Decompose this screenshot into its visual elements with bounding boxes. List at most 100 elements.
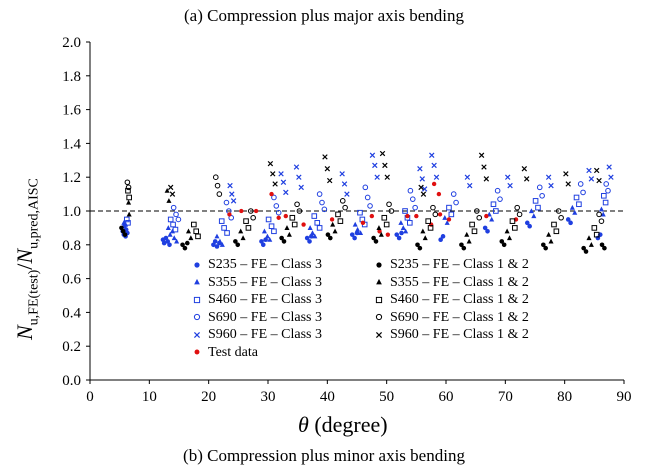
data-point	[494, 187, 501, 194]
data-point	[319, 199, 325, 206]
data-point	[175, 216, 182, 223]
data-point	[422, 235, 428, 241]
data-point	[267, 160, 274, 167]
legend-label: S690 – FE – Class 3	[208, 309, 322, 325]
data-point	[385, 232, 391, 237]
data-point	[489, 216, 495, 222]
data-point	[568, 220, 573, 226]
data-point	[548, 238, 554, 244]
data-point	[265, 216, 272, 223]
data-point	[381, 214, 388, 221]
series-8	[125, 187, 600, 240]
legend-label: S690 – FE – Class 1 & 2	[390, 309, 529, 325]
legend-entry: S960 – FE – Class 1 & 2	[372, 326, 529, 344]
y-tick-label: 0.2	[62, 339, 81, 355]
data-point	[330, 221, 336, 227]
data-point	[464, 174, 471, 180]
data-point	[170, 221, 176, 228]
data-point	[608, 174, 614, 180]
data-point	[328, 235, 333, 241]
data-point	[270, 171, 276, 177]
data-point	[417, 166, 423, 172]
y-tick-label: 0.0	[62, 373, 81, 389]
data-point	[512, 225, 518, 231]
data-point	[360, 220, 366, 226]
y-tick-label: 1.0	[62, 204, 81, 220]
data-point	[581, 245, 586, 251]
data-point	[260, 242, 266, 248]
y-tick-label: 1.4	[62, 136, 81, 152]
y-axis-title: Nu,FE(test)/Nu,pred,AISC	[12, 178, 42, 340]
data-point	[436, 191, 442, 197]
data-point	[239, 208, 244, 214]
data-point	[214, 244, 220, 249]
data-point	[307, 225, 313, 230]
legend-label: Test data	[208, 344, 258, 360]
data-point	[432, 211, 439, 218]
data-point	[364, 194, 371, 201]
data-point	[284, 225, 290, 230]
data-point	[367, 203, 373, 209]
series-5	[227, 181, 519, 237]
data-point	[438, 237, 443, 243]
data-point	[278, 171, 284, 177]
data-point	[275, 209, 282, 216]
data-point	[528, 208, 534, 214]
data-point	[332, 228, 338, 234]
legend-label: S960 – FE – Class 3	[208, 327, 322, 342]
data-point	[167, 242, 172, 248]
legend-marker	[375, 314, 383, 321]
data-point	[182, 245, 188, 251]
data-point	[235, 242, 241, 248]
data-point	[577, 181, 584, 187]
data-point	[591, 225, 598, 231]
data-point	[565, 181, 571, 187]
data-point	[388, 208, 395, 214]
data-point	[362, 184, 369, 191]
data-point	[600, 211, 606, 217]
data-point	[126, 199, 132, 205]
legend-marker-shape	[194, 262, 200, 268]
data-point	[471, 228, 478, 235]
data-point	[342, 204, 348, 211]
data-point	[425, 218, 431, 224]
data-point	[437, 212, 443, 217]
data-point	[490, 201, 497, 208]
data-point	[444, 220, 450, 225]
x-axis-title: θ (degree)	[298, 412, 388, 437]
data-point	[212, 174, 219, 180]
data-point	[253, 208, 259, 214]
data-point	[576, 201, 582, 208]
data-point	[429, 152, 435, 158]
data-point	[126, 194, 132, 201]
data-point	[355, 226, 361, 232]
data-point	[267, 236, 273, 242]
series-9	[124, 174, 605, 224]
data-point	[430, 204, 436, 211]
data-point	[218, 218, 225, 224]
data-point	[185, 228, 192, 234]
data-point	[588, 242, 594, 247]
data-point	[224, 230, 230, 236]
data-point	[307, 239, 312, 244]
data-point	[394, 232, 400, 237]
data-point	[125, 220, 131, 226]
data-point	[172, 226, 179, 233]
data-point	[316, 191, 323, 197]
data-point	[399, 230, 404, 236]
data-point	[314, 220, 321, 226]
series-6	[119, 225, 607, 254]
data-point	[312, 233, 318, 239]
data-point	[516, 211, 523, 218]
data-point	[572, 209, 578, 215]
data-point	[464, 231, 470, 237]
data-point	[339, 198, 346, 204]
data-point	[541, 242, 546, 248]
x-tick-label: 70	[498, 389, 513, 405]
data-point	[279, 235, 284, 241]
data-point	[212, 239, 218, 244]
data-point	[514, 204, 521, 211]
data-point	[405, 213, 410, 219]
legend-label: S235 – FE – Class 1 & 2	[390, 257, 529, 272]
